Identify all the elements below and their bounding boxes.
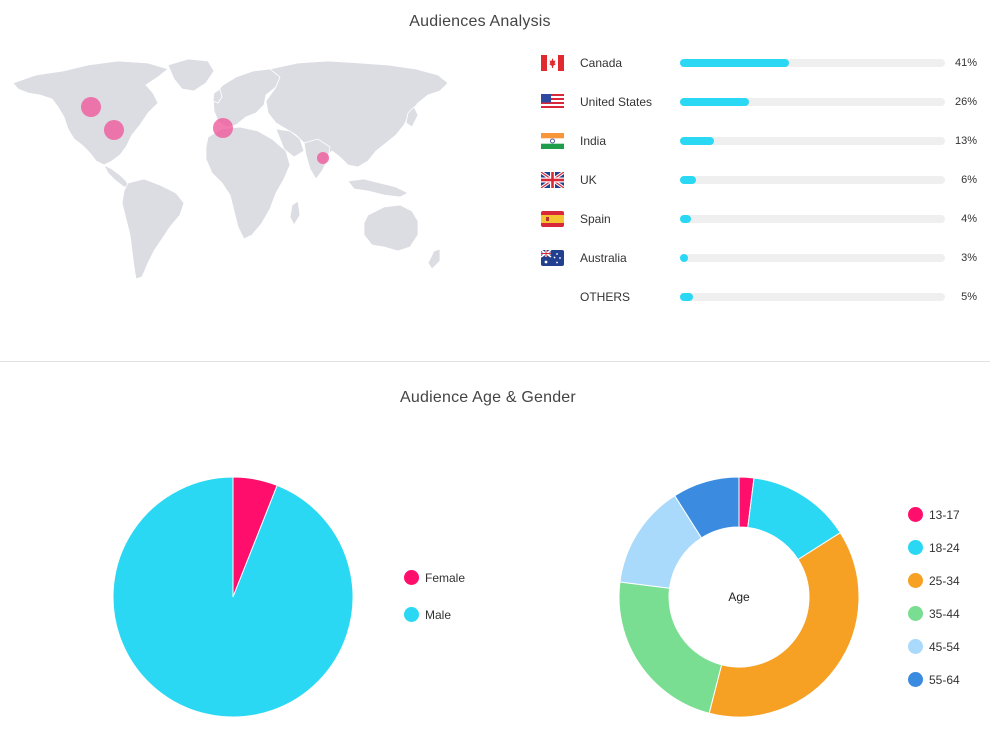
country-name: India — [580, 134, 607, 148]
map-india — [303, 138, 331, 180]
country-row-spain: Spain 4% — [540, 208, 985, 247]
slice-55-64[interactable] — [674, 476, 740, 539]
gender-pie-chart[interactable] — [112, 476, 354, 718]
country-row-australia: Australia 3% — [540, 247, 985, 286]
country-row-uk: UK 6% — [540, 169, 985, 208]
canada-flag-icon — [541, 55, 564, 71]
map-greenland — [167, 58, 215, 92]
legend-swatch — [908, 573, 923, 588]
legend-label: Male — [425, 608, 452, 622]
map-japan — [405, 106, 419, 128]
country-percent: 26% — [954, 96, 977, 108]
progress-fill — [680, 137, 715, 145]
country-percent: 5% — [961, 291, 977, 303]
legend-label: 18-24 — [929, 541, 960, 555]
country-name: Australia — [580, 251, 627, 265]
country-row-india: India 13% — [540, 130, 985, 169]
uk-flag-icon — [541, 172, 564, 188]
map-central-america — [103, 164, 131, 188]
legend-label: 13-17 — [929, 508, 960, 522]
progress-track — [680, 215, 945, 223]
progress-track — [680, 59, 945, 67]
map-uk — [212, 88, 223, 104]
legend-label: Female — [425, 571, 466, 585]
progress-track — [680, 137, 945, 145]
progress-track — [680, 254, 945, 262]
map-south-america — [121, 178, 185, 280]
progress-fill — [680, 215, 691, 223]
audience-age-gender-title: Audience Age & Gender — [400, 389, 576, 406]
legend-swatch — [908, 639, 923, 654]
us-flag-icon — [541, 94, 564, 110]
country-name: United States — [580, 95, 653, 109]
map-australia — [363, 204, 419, 252]
legend-swatch — [908, 672, 923, 687]
legend-label: 45-54 — [929, 640, 960, 654]
map-arabia — [275, 128, 305, 158]
map-bubble-united-states — [104, 120, 124, 140]
progress-track — [680, 98, 945, 106]
country-percent: 13% — [954, 135, 977, 147]
audiences-analysis-title: Audiences Analysis — [409, 13, 551, 30]
country-name: UK — [580, 173, 597, 187]
progress-fill — [680, 59, 789, 67]
country-row-others: OTHERS 5% — [540, 286, 985, 325]
donut-center-label: Age — [728, 590, 750, 604]
country-name: Canada — [580, 56, 623, 70]
country-row-united-states: United States 26% — [540, 91, 985, 130]
progress-track — [680, 176, 945, 184]
legend-label: 55-64 — [929, 673, 960, 687]
progress-fill — [680, 176, 696, 184]
country-percent: 6% — [961, 174, 977, 186]
age-donut-chart[interactable]: Age — [618, 476, 860, 718]
legend-swatch — [908, 606, 923, 621]
country-row-canada: Canada 41% — [540, 52, 985, 91]
map-africa — [205, 126, 291, 240]
world-map[interactable] — [8, 55, 453, 285]
progress-track — [680, 293, 945, 301]
map-madagascar — [289, 200, 301, 226]
slice-25-34[interactable] — [708, 532, 860, 718]
progress-fill — [680, 254, 688, 262]
country-percent: 3% — [961, 252, 977, 264]
legend-swatch — [404, 570, 419, 585]
map-indonesia — [347, 178, 409, 198]
legend-swatch — [908, 540, 923, 555]
legend-label: 25-34 — [929, 574, 960, 588]
country-percent: 41% — [954, 57, 977, 69]
map-bubble-india — [317, 152, 329, 164]
legend-swatch — [908, 507, 923, 522]
map-bubble-europe — [213, 118, 233, 138]
legend-label: 35-44 — [929, 607, 960, 621]
map-new-zealand — [427, 248, 441, 270]
progress-fill — [680, 98, 749, 106]
india-flag-icon — [541, 133, 564, 149]
slice-35-44[interactable] — [618, 581, 723, 714]
australia-flag-icon — [541, 250, 564, 266]
section-divider — [0, 361, 990, 362]
progress-fill — [680, 293, 694, 301]
country-name: Spain — [580, 212, 611, 226]
country-percent: 4% — [961, 213, 977, 225]
slice-male[interactable] — [112, 476, 354, 718]
country-name: OTHERS — [580, 290, 631, 304]
legend-swatch — [404, 607, 419, 622]
country-list: Canada 41% United States 26% India 13% U… — [540, 52, 985, 325]
spain-flag-icon — [541, 211, 564, 227]
map-bubble-canada — [81, 97, 101, 117]
